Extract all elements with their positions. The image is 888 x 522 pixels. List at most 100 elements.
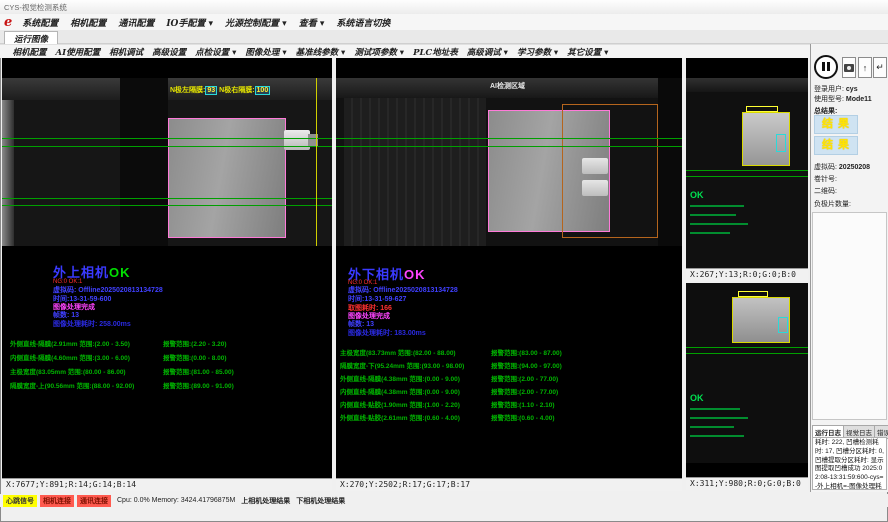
sheet-count-row: 负极片数量: [814, 201, 851, 208]
measurement-row: 隔膜宽度-上(90.56mm 范围:(88.00 - 92.00) [10, 383, 135, 390]
tool-advanced-debug[interactable]: 高级调试 ▾ [466, 47, 508, 58]
tool-ai-use-config[interactable]: AI使用配置 [55, 47, 101, 58]
tab-strip: 运行图像 [0, 30, 888, 46]
weld-tab [582, 180, 608, 196]
app-logo-icon: e [4, 14, 13, 30]
measurement-row: 内侧直线-隔膜(4.60mm 范围:(3.00 - 6.00) [10, 355, 130, 362]
ai-detect-region [562, 104, 658, 238]
measurement-row: 外侧直线-隔膜(4.38mm 范围:(0.00 - 9.00) [340, 376, 460, 383]
menu-system-config[interactable]: 系统配置 [22, 18, 59, 29]
log-tab-strip: 运行日志 视觉日志 错误日志 [812, 425, 888, 439]
left-process-done: 图像处理完成 [53, 304, 95, 311]
pause-button[interactable] [814, 55, 838, 79]
menu-comm-config[interactable]: 通讯配置 [118, 18, 155, 29]
needle-camera-viewport-bottom[interactable]: OK [686, 283, 808, 477]
tool-baseline-params[interactable]: 基准线参数 ▾ [295, 47, 346, 58]
ai-region-label: AI检测区域 [490, 83, 525, 90]
alarm-range: 报警范围:(89.00 - 91.00) [163, 383, 234, 390]
thumb-top-pixel-coordinates: X:267;Y:13;R:0;G:0;B:0 [686, 268, 808, 281]
measurement-row: 主极宽度(83.73mm 范围:(82.00 - 88.00) [340, 350, 456, 357]
result-badge-upper: 结 果 [814, 115, 858, 134]
tool-camera-debug[interactable]: 相机调试 [109, 47, 144, 58]
result-list-box[interactable] [812, 212, 887, 420]
lower-camera-viewport[interactable]: AI检测区域 外下相机OK NG:0 OK:1 虚拟码: Offline2025… [336, 58, 682, 478]
lower-grab-time: 取图耗时: 166 [348, 305, 392, 312]
status-bar: 心跳信号 相机连接 通讯连接 Cpu: 0.0% Memory: 3424.41… [0, 494, 888, 507]
weld-tab [582, 158, 608, 174]
camera-icon [844, 63, 854, 72]
left-process-time: 图像处理耗时: 258.00ms [53, 321, 131, 328]
lower-ng-counter: NG:0 OK:1 [348, 280, 378, 286]
left-camera-viewport[interactable]: N极左隔膜: 93 N极右隔膜: 100 外上相机OK NG:0 OK:1 虚拟码:… [2, 58, 332, 478]
virtual-code-row: 虚拟码: 20250208 [814, 164, 871, 171]
qr-code-row: 二维码: [814, 188, 837, 195]
thumb-top-result: OK [690, 190, 704, 200]
lower-camera-image: AI检测区域 [336, 78, 682, 246]
upper-camera-result-status: 上相机处理结果 [241, 497, 291, 505]
lower-frame-count: 帧数: 13 [348, 321, 375, 328]
window-title: CYS-视觉检测系统 [4, 2, 67, 12]
tool-advanced-settings[interactable]: 高级设置 [152, 47, 187, 58]
menu-camera-config[interactable]: 相机配置 [70, 18, 107, 29]
tab-run-image[interactable]: 运行图像 [4, 31, 59, 46]
comm-connection-badge: 通讯连接 [77, 494, 111, 507]
alarm-range: 报警范围:(2.00 - 77.00) [491, 389, 559, 396]
left-ng-counter: NG:0 OK:1 [53, 279, 83, 285]
lower-time: 时间:13-31-59-627 [348, 296, 407, 303]
thumb-bottom-pixel-coordinates: X:311;Y:980;R:0;G:0;B:0 [686, 477, 808, 490]
model-value: Mode11 [845, 96, 872, 103]
log-output[interactable]: 耗时: 222, 凹槽检测耗时: 17, 凹槽分区耗时: 0, 凹槽提取分区耗时… [812, 437, 887, 490]
measurement-row: 外侧直线-贴胶(2.61mm 范围:(0.60 - 4.00) [340, 415, 460, 422]
menu-language-switch[interactable]: 系统语言切换 [336, 18, 391, 29]
title-bar: CYS-视觉检测系统 [0, 0, 888, 14]
tool-camera-config[interactable]: 相机配置 [12, 47, 47, 58]
login-user-value: cys [845, 86, 858, 93]
tool-learning-params[interactable]: 学习参数 ▾ [516, 47, 559, 58]
alarm-range: 报警范围:(94.00 - 97.00) [491, 363, 562, 370]
needle-camera-viewport-top[interactable]: OK [686, 58, 808, 268]
left-frame-count: 帧数: 13 [53, 312, 80, 319]
tool-image-processing[interactable]: 图像处理 ▾ [245, 47, 287, 58]
left-camera-image: N极左隔膜: 93 N极右隔膜: 100 [2, 78, 332, 246]
bright-block [732, 297, 790, 343]
membrane-annotation: N极左隔膜: 93 N极右隔膜: 100 [170, 86, 271, 95]
login-user-row: 登录用户: cys [814, 86, 858, 93]
tool-test-params[interactable]: 测试项参数 ▾ [354, 47, 405, 58]
needle-number-row: 卷针号: [814, 176, 837, 183]
move-up-button[interactable]: ↑ [858, 57, 872, 78]
measurement-row: 外侧直线-隔膜(2.91mm 范围:(2.00 - 3.50) [10, 341, 130, 348]
tool-other-settings[interactable]: 其它设置 ▾ [567, 47, 609, 58]
thumb-bottom-result: OK [690, 393, 704, 403]
left-camera-result-title: 外上相机OK [53, 265, 131, 280]
alarm-range: 报警范围:(2.20 - 3.20) [163, 341, 227, 348]
lower-pixel-coordinates: X:270;Y:2502;R:17;G:17;B:17 [336, 478, 682, 491]
menu-bar: e 系统配置 相机配置 通讯配置 IO手配置 ▾ 光源控制配置 ▾ 查看 ▾ 系… [0, 14, 888, 30]
measurement-row: 内侧直线-贴胶(1.90mm 范围:(1.00 - 2.20) [340, 402, 460, 409]
measurement-row: 主极宽度(83.05mm 范围:(80.00 - 86.00) [10, 369, 126, 376]
total-result-label: 总结果: [814, 108, 838, 115]
connector-part [284, 130, 310, 150]
menu-light-config[interactable]: 光源控制配置 ▾ [225, 18, 287, 29]
return-button[interactable]: ↵ [873, 57, 887, 78]
menu-view[interactable]: 查看 ▾ [298, 18, 325, 29]
alarm-range: 报警范围:(0.60 - 4.00) [491, 415, 555, 422]
left-pixel-coordinates: X:7677;Y:891;R:14;G:14;B:14 [2, 478, 332, 491]
cpu-memory-status: Cpu: 0.0% Memory: 3424.41796875M [117, 497, 236, 504]
toolbar: 相机配置 AI使用配置 相机调试 高级设置 点检设置 ▾ 图像处理 ▾ 基准线参… [0, 44, 810, 58]
bright-block [742, 112, 790, 166]
measurement-row: 内侧直线-隔膜(4.38mm 范围:(0.00 - 9.00) [340, 389, 460, 396]
capture-button[interactable] [842, 57, 856, 78]
lower-camera-result-title: 外下相机OK [348, 267, 426, 282]
alarm-range: 报警范围:(1.10 - 2.10) [491, 402, 555, 409]
lower-process-done: 图像处理完成 [348, 313, 390, 320]
tool-plc-address[interactable]: PLC地址表 [413, 47, 458, 58]
lower-camera-result-status: 下相机处理结果 [296, 497, 346, 505]
heartbeat-status-badge: 心跳信号 [3, 494, 37, 507]
camera-connection-badge: 相机连接 [40, 494, 74, 507]
alarm-range: 报警范围:(83.00 - 87.00) [491, 350, 562, 357]
menu-io-config[interactable]: IO手配置 ▾ [166, 18, 214, 29]
alarm-range: 报警范围:(0.00 - 8.00) [163, 355, 227, 362]
tool-spot-check[interactable]: 点检设置 ▾ [195, 47, 237, 58]
thumb-bottom-image: OK [686, 283, 808, 463]
